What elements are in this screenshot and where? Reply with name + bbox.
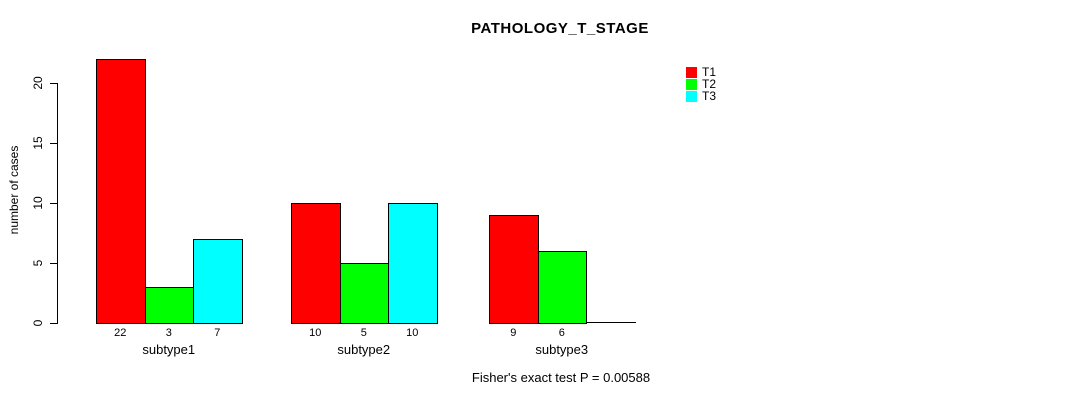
- bar-value-label: 10: [309, 327, 322, 339]
- y-axis-tick: [50, 263, 57, 264]
- y-axis-line: [57, 83, 58, 324]
- bar-value-label: 10: [406, 327, 419, 339]
- bar-value-label: 3: [165, 327, 172, 339]
- category-label-subtype1: subtype1: [142, 342, 196, 357]
- y-axis-tick-label: 20: [31, 76, 45, 90]
- bar-subtype1-T1: [96, 59, 146, 324]
- bar-subtype2-T2: [339, 263, 389, 324]
- y-axis-title: number of cases: [7, 145, 21, 235]
- bar-value-label: 5: [360, 327, 367, 339]
- y-axis-tick: [50, 83, 57, 84]
- legend-swatch-T1: [686, 67, 697, 78]
- legend-swatch-T2: [686, 79, 697, 90]
- y-axis-tick: [50, 323, 57, 324]
- chart-title: PATHOLOGY_T_STAGE: [471, 20, 649, 37]
- bar-value-label: 22: [114, 327, 127, 339]
- category-label-subtype3: subtype3: [535, 342, 589, 357]
- legend-swatch-T3: [686, 91, 697, 102]
- bar-subtype1-T2: [144, 287, 194, 324]
- bar-subtype3-T3-zero: [586, 322, 636, 323]
- category-label-subtype2: subtype2: [337, 342, 391, 357]
- bar-subtype1-T3: [193, 239, 243, 324]
- bar-value-label: 6: [558, 327, 565, 339]
- fisher-test-annotation: Fisher's exact test P = 0.00588: [471, 370, 651, 385]
- y-axis-tick-label: 0: [31, 319, 45, 327]
- bar-subtype3-T2: [537, 251, 587, 324]
- y-axis-tick: [50, 203, 57, 204]
- y-axis-tick-label: 10: [31, 196, 45, 210]
- y-axis-tick: [50, 143, 57, 144]
- bar-subtype3-T1: [489, 215, 539, 324]
- legend-label-T3: T3: [702, 89, 717, 103]
- legend-label-T2: T2: [702, 77, 717, 91]
- y-axis-tick-label: 15: [31, 136, 45, 150]
- bar-value-label: 9: [510, 327, 517, 339]
- bar-subtype2-T1: [291, 203, 341, 324]
- bar-value-label: 7: [214, 327, 221, 339]
- bar-subtype2-T3: [388, 203, 438, 324]
- legend-label-T1: T1: [702, 65, 717, 79]
- y-axis-tick-label: 5: [31, 259, 45, 267]
